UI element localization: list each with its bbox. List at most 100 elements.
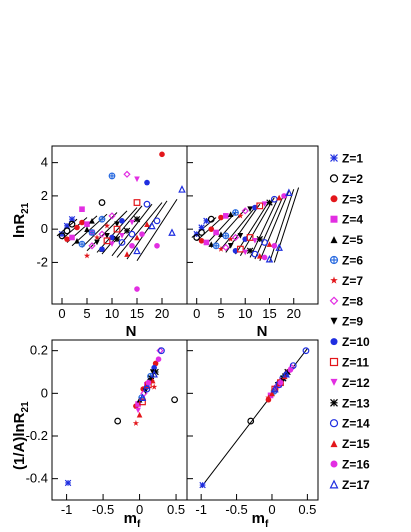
data-point <box>242 249 249 256</box>
data-point <box>98 230 106 238</box>
data-point <box>302 347 310 355</box>
bottom-right-xlabel: mf <box>252 510 269 530</box>
data-point <box>247 206 253 212</box>
x-tick-label: 0 <box>268 502 275 517</box>
data-point <box>129 219 135 226</box>
fit-line <box>136 198 178 262</box>
legend-label: Z=16 <box>342 458 370 472</box>
legend-label: Z=1 <box>342 152 363 166</box>
data-point <box>124 251 130 257</box>
data-point <box>158 347 165 355</box>
data-point <box>113 225 121 233</box>
data-point <box>133 246 141 255</box>
data-point <box>178 185 186 193</box>
data-point <box>103 222 111 229</box>
legend-marker <box>329 419 339 428</box>
data-point <box>139 231 145 237</box>
x-tick-label: 20 <box>155 306 169 321</box>
data-point <box>269 390 275 397</box>
data-point <box>144 179 150 186</box>
data-point <box>58 232 66 240</box>
fit-line <box>254 194 285 260</box>
data-point <box>265 254 274 263</box>
legend-marker <box>329 479 339 489</box>
data-point <box>270 195 278 203</box>
panel-bottom-right: -1 -0.5 0 0.5 <box>186 339 319 517</box>
legend-item: Z=7 <box>330 274 363 288</box>
y-tick-label: -2 <box>36 254 48 269</box>
data-point <box>252 238 258 244</box>
plot-frame <box>186 339 319 501</box>
legend-marker <box>330 460 338 468</box>
data-point <box>98 215 106 223</box>
data-point <box>266 199 273 206</box>
y-tick-label: 2 <box>41 188 48 203</box>
data-point <box>266 241 273 247</box>
legend-item: Z=14 <box>329 417 370 431</box>
legend-marker <box>330 378 338 386</box>
data-point <box>213 229 219 236</box>
legend-label: Z=7 <box>342 274 363 288</box>
data-point <box>135 407 141 414</box>
panel-top-left: 0 5 10 15 20 -2 0 2 4 <box>36 145 188 321</box>
data-point <box>208 226 215 232</box>
data-point <box>88 229 96 236</box>
data-point <box>208 241 215 247</box>
fit-line <box>220 207 256 250</box>
data-point <box>109 241 115 247</box>
data-point <box>281 373 288 380</box>
legend-item: Z=2 <box>329 172 363 186</box>
x-tick-label: 10 <box>105 306 119 321</box>
legend-label: Z=13 <box>342 396 370 410</box>
legend-marker <box>330 276 338 284</box>
fit-line <box>101 205 143 255</box>
legend-label: Z=14 <box>342 417 370 431</box>
data-point <box>119 233 125 239</box>
x-tick-label: -0.5 <box>225 502 247 517</box>
data-point <box>271 384 279 393</box>
data-point <box>74 238 80 244</box>
data-point <box>285 188 293 196</box>
legend-item: Z=10 <box>330 335 370 349</box>
data-point <box>252 204 258 211</box>
x-tick-label: 20 <box>287 306 301 321</box>
data-point <box>203 239 210 246</box>
legend-label: Z=15 <box>342 437 370 451</box>
x-tick-label: -1 <box>195 502 207 517</box>
panels: 0 5 10 15 20 -2 0 2 4 0 5 10 15 20 -1 -0.5 0 0.5 -0.4 -0.2 0… <box>26 145 319 517</box>
legend-label: Z=6 <box>342 254 363 268</box>
legend-label: Z=10 <box>342 335 370 349</box>
legend-item: Z=11 <box>329 356 369 370</box>
data-point <box>198 238 205 244</box>
x-tick-label: 5 <box>83 306 90 321</box>
data-point <box>237 233 244 239</box>
data-point <box>114 417 122 425</box>
data-point <box>223 213 229 219</box>
data-point <box>261 254 268 261</box>
panel-bottom-left: -1 -0.5 0 0.5 -0.4 -0.2 0 0.2 <box>26 339 188 517</box>
x-tick-label: 0.5 <box>298 502 316 517</box>
data-point <box>251 250 259 258</box>
data-point <box>84 226 90 232</box>
data-point <box>143 200 151 208</box>
data-point <box>232 247 239 254</box>
data-point <box>242 236 249 242</box>
data-point <box>261 239 269 246</box>
data-point <box>88 242 96 250</box>
data-point <box>143 385 151 393</box>
legend-marker <box>329 174 339 183</box>
legend-marker <box>329 357 339 367</box>
data-point <box>123 227 131 235</box>
data-point <box>149 377 156 384</box>
data-point <box>241 207 249 215</box>
data-point <box>207 215 215 223</box>
data-point <box>148 221 156 230</box>
data-point <box>119 218 125 224</box>
data-point <box>83 252 91 259</box>
legend-marker <box>329 296 339 306</box>
legend-marker <box>330 215 338 223</box>
data-point <box>281 193 287 199</box>
legend-item: Z=16 <box>330 458 370 472</box>
legend-label: Z=8 <box>342 294 363 308</box>
